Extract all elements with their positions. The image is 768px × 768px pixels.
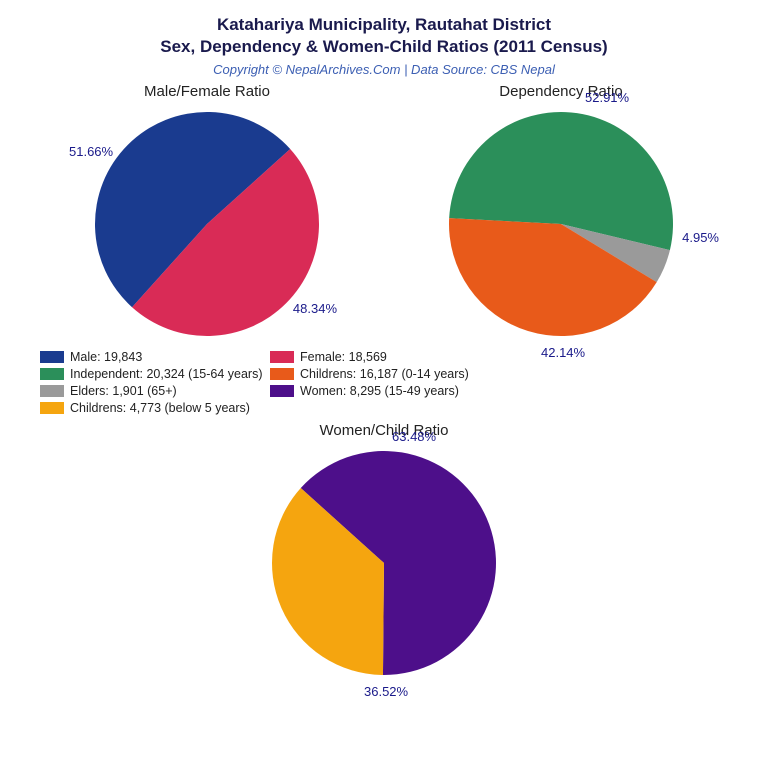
legend-text: Independent: 20,324 (15-64 years)	[70, 367, 263, 381]
chart-title: Male/Female Ratio	[37, 83, 377, 100]
legend-item: Female: 18,569	[270, 350, 500, 364]
legend-item: Independent: 20,324 (15-64 years)	[40, 367, 270, 381]
legend-text: Female: 18,569	[300, 350, 387, 364]
legend-text: Childrens: 4,773 (below 5 years)	[70, 401, 250, 415]
top-charts-row: Male/Female Ratio 51.66% 48.34% Dependen…	[0, 83, 768, 344]
legend-swatch	[270, 385, 294, 397]
chart-title: Dependency Ratio	[391, 83, 731, 100]
pct-label-children: 42.14%	[541, 345, 585, 360]
legend-item: Elders: 1,901 (65+)	[40, 384, 270, 398]
legend-swatch	[270, 368, 294, 380]
subtitle: Copyright © NepalArchives.Com | Data Sou…	[0, 62, 768, 77]
legend-item: Male: 19,843	[40, 350, 270, 364]
legend-swatch	[40, 351, 64, 363]
pie-container: 52.91% 4.95% 42.14%	[441, 104, 681, 344]
pct-label-independent: 52.91%	[585, 90, 629, 105]
pie-chart-icon	[264, 443, 504, 683]
sex-ratio-chart: Male/Female Ratio 51.66% 48.34%	[37, 83, 377, 344]
title-line-1: Katahariya Municipality, Rautahat Distri…	[0, 14, 768, 36]
pie-container: 63.48% 36.52%	[264, 443, 504, 683]
legend-text: Male: 19,843	[70, 350, 142, 364]
pct-label-children-u5: 36.52%	[364, 684, 408, 699]
women-child-chart: Women/Child Ratio 63.48% 36.52%	[214, 422, 554, 683]
legend-text: Women: 8,295 (15-49 years)	[300, 384, 459, 398]
chart-title: Women/Child Ratio	[214, 422, 554, 439]
legend-swatch	[270, 351, 294, 363]
legend-item: Childrens: 4,773 (below 5 years)	[40, 401, 270, 415]
header: Katahariya Municipality, Rautahat Distri…	[0, 0, 768, 77]
legend-text: Childrens: 16,187 (0-14 years)	[300, 367, 469, 381]
dependency-ratio-chart: Dependency Ratio 52.91% 4.95% 42.14%	[391, 83, 731, 344]
legend-item: Childrens: 16,187 (0-14 years)	[270, 367, 500, 381]
pct-label-male: 51.66%	[69, 144, 113, 159]
legend-item: Women: 8,295 (15-49 years)	[270, 384, 500, 398]
legend-swatch	[40, 402, 64, 414]
title-line-2: Sex, Dependency & Women-Child Ratios (20…	[0, 36, 768, 58]
legend-swatch	[40, 385, 64, 397]
pct-label-women: 63.48%	[392, 429, 436, 444]
pct-label-female: 48.34%	[293, 301, 337, 316]
legend: Male: 19,843 Female: 18,569 Independent: 2…	[0, 344, 768, 418]
legend-swatch	[40, 368, 64, 380]
pie-chart-icon	[87, 104, 327, 344]
pie-chart-icon	[441, 104, 681, 344]
pct-label-elders: 4.95%	[682, 230, 719, 245]
legend-text: Elders: 1,901 (65+)	[70, 384, 177, 398]
pie-container: 51.66% 48.34%	[87, 104, 327, 344]
